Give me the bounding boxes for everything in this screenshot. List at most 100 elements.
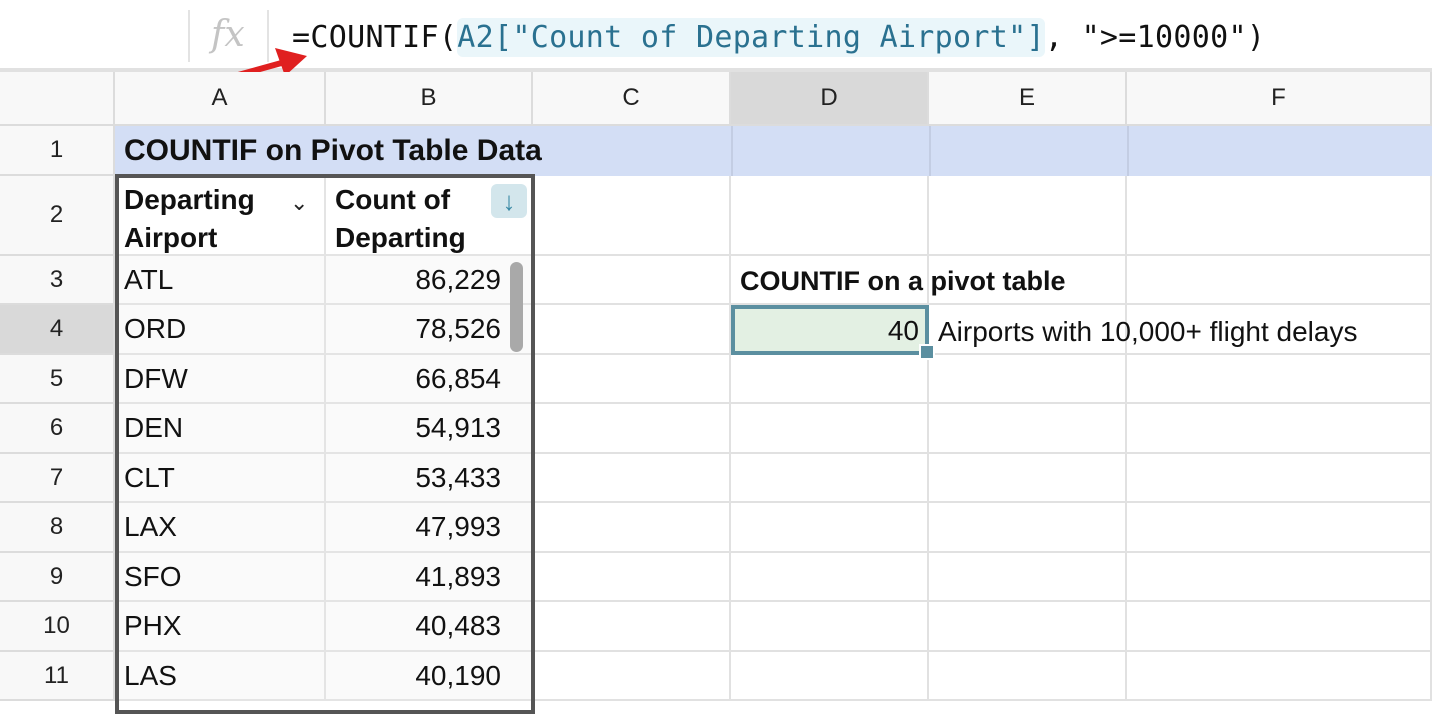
cell[interactable]: [1127, 355, 1432, 404]
pivot-count-cell[interactable]: 54,913: [326, 404, 533, 454]
gridline: [1127, 126, 1129, 176]
header-text: Departing: [335, 222, 466, 253]
column-header-C[interactable]: C: [533, 72, 731, 126]
cell[interactable]: [533, 256, 731, 305]
row-header-7[interactable]: 7: [0, 454, 115, 503]
pivot-airport-cell[interactable]: PHX: [115, 602, 326, 652]
fill-handle[interactable]: [919, 344, 935, 360]
cell[interactable]: [731, 404, 929, 454]
cell[interactable]: [533, 404, 731, 454]
row-header-2[interactable]: 2: [0, 176, 115, 256]
cell[interactable]: [929, 176, 1127, 256]
pivot-count-cell[interactable]: 66,854: [326, 355, 533, 404]
divider: [188, 10, 190, 62]
cell[interactable]: [1127, 256, 1432, 305]
pivot-count-cell[interactable]: 47,993: [326, 503, 533, 553]
chevron-down-icon[interactable]: ⌄: [290, 190, 309, 215]
countif-heading[interactable]: COUNTIF on a pivot table: [740, 266, 1066, 296]
pivot-scrollbar[interactable]: [510, 262, 523, 352]
cell[interactable]: [731, 602, 929, 652]
result-label[interactable]: Airports with 10,000+ flight delays: [938, 316, 1358, 347]
cell[interactable]: [1127, 404, 1432, 454]
formula-suffix: , ">=10000"): [1044, 20, 1266, 55]
cell[interactable]: [929, 652, 1127, 701]
row-header-11[interactable]: 11: [0, 652, 115, 701]
column-header-B[interactable]: B: [326, 72, 533, 126]
cell[interactable]: [1127, 176, 1432, 256]
pivot-count-cell[interactable]: 41,893: [326, 553, 533, 602]
pivot-airport-cell[interactable]: DFW: [115, 355, 326, 404]
cell[interactable]: [929, 256, 1127, 305]
cell[interactable]: [731, 256, 929, 305]
row-header-5[interactable]: 5: [0, 355, 115, 404]
pivot-count-cell[interactable]: 40,483: [326, 602, 533, 652]
arrow-down-icon: ↓: [502, 185, 516, 216]
row-header-4[interactable]: 4: [0, 305, 115, 355]
formula-range-ref: A2["Count of Departing Airport"]: [457, 18, 1045, 57]
sheet-title-cell[interactable]: COUNTIF on Pivot Table Data: [115, 126, 1432, 176]
sort-descending-button[interactable]: ↓: [491, 184, 527, 218]
formula-prefix: =COUNTIF(: [292, 20, 458, 55]
column-header-D[interactable]: D: [731, 72, 929, 126]
pivot-count-cell[interactable]: 86,229: [326, 256, 533, 305]
pivot-airport-cell[interactable]: ORD: [115, 305, 326, 355]
cell[interactable]: [1127, 454, 1432, 503]
row-header-3[interactable]: 3: [0, 256, 115, 305]
header-text: Count of: [335, 184, 451, 215]
cell[interactable]: [731, 355, 929, 404]
header-text: Departing: [124, 184, 255, 215]
fx-icon: fx: [211, 14, 245, 55]
cell[interactable]: [929, 404, 1127, 454]
column-header-A[interactable]: A: [115, 72, 326, 126]
cell[interactable]: [1127, 503, 1432, 553]
cell[interactable]: [929, 355, 1127, 404]
cell[interactable]: [533, 176, 731, 256]
pivot-count-cell[interactable]: 53,433: [326, 454, 533, 503]
cell[interactable]: [1127, 602, 1432, 652]
divider: [267, 10, 269, 62]
pivot-count-cell[interactable]: 78,526: [326, 305, 533, 355]
column-header-E[interactable]: E: [929, 72, 1127, 126]
gridline: [929, 126, 931, 176]
cell[interactable]: [929, 553, 1127, 602]
pivot-count-cell[interactable]: 40,190: [326, 652, 533, 701]
cell[interactable]: [533, 553, 731, 602]
pivot-airport-cell[interactable]: LAX: [115, 503, 326, 553]
cell[interactable]: [929, 305, 1127, 355]
cell[interactable]: [731, 553, 929, 602]
cell[interactable]: [533, 454, 731, 503]
cell[interactable]: [1127, 652, 1432, 701]
column-header-F[interactable]: F: [1127, 72, 1432, 126]
cell[interactable]: [533, 503, 731, 553]
cell[interactable]: [731, 176, 929, 256]
cell[interactable]: [731, 454, 929, 503]
cell[interactable]: [533, 602, 731, 652]
row-header-9[interactable]: 9: [0, 553, 115, 602]
row-header-6[interactable]: 6: [0, 404, 115, 454]
cell[interactable]: [929, 602, 1127, 652]
pivot-header-departing-airport[interactable]: Departing Airport: [115, 176, 326, 256]
select-all-corner[interactable]: [0, 72, 115, 126]
pivot-airport-cell[interactable]: SFO: [115, 553, 326, 602]
pivot-airport-cell[interactable]: LAS: [115, 652, 326, 701]
gridline: [731, 126, 733, 176]
cell[interactable]: [929, 503, 1127, 553]
cell[interactable]: [1127, 553, 1432, 602]
formula-bar: fx =COUNTIF(A2["Count of Departing Airpo…: [0, 0, 1432, 83]
cell[interactable]: [731, 652, 929, 701]
row-header-1[interactable]: 1: [0, 126, 115, 176]
cell[interactable]: [533, 652, 731, 701]
row-header-10[interactable]: 10: [0, 602, 115, 652]
formula-input[interactable]: =COUNTIF(A2["Count of Departing Airport"…: [292, 18, 1266, 57]
pivot-airport-cell[interactable]: DEN: [115, 404, 326, 454]
cell[interactable]: [731, 503, 929, 553]
cell[interactable]: [929, 454, 1127, 503]
pivot-airport-cell[interactable]: ATL: [115, 256, 326, 305]
row-header-8[interactable]: 8: [0, 503, 115, 553]
cell[interactable]: [533, 355, 731, 404]
cell[interactable]: [1127, 305, 1432, 355]
selected-cell-d4[interactable]: 40: [731, 305, 929, 355]
pivot-airport-cell[interactable]: CLT: [115, 454, 326, 503]
header-text: Airport: [124, 222, 218, 253]
cell[interactable]: [533, 305, 731, 355]
